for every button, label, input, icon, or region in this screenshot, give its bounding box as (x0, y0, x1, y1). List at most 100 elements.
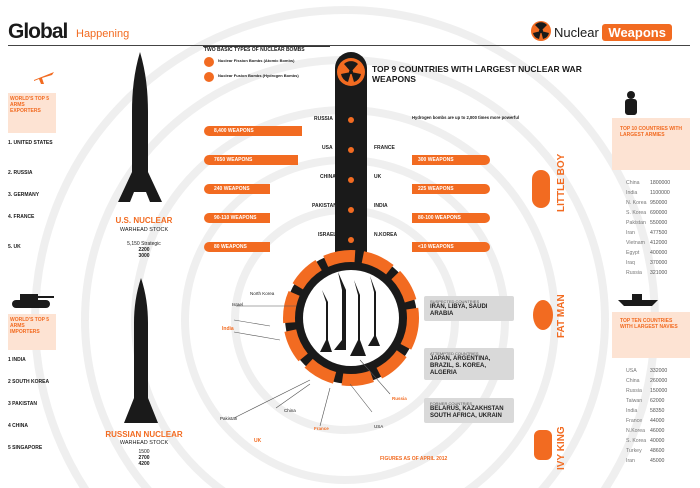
former-title: FORMER COUNTRIES (430, 401, 472, 406)
pill-right-1: 300 WEAPONS (412, 155, 490, 165)
bomb-little-boy: LITTLE BOY (556, 153, 567, 212)
navy-row: USA 332000 (626, 368, 668, 374)
us-line-2: 2200 (138, 247, 150, 253)
bomb-types-underline (203, 46, 330, 47)
us-stock-block: U.S. NUCLEAR WARHEAD STOCK 5,150 Strateg… (100, 216, 188, 259)
brand-sub: Happening (76, 28, 130, 40)
map-label-israel: Israel (232, 302, 244, 307)
suspected-title: SUSPECTED COUNTRIES (430, 299, 480, 304)
army-row: Pakistan 550000 (626, 220, 668, 226)
map-label-uk: UK (254, 438, 262, 444)
navy-row: N.Korea 46000 (626, 428, 665, 434)
fusion-icon (204, 72, 214, 82)
map-label-india: India (222, 326, 234, 332)
map-label-north-korea: North Korea (250, 291, 275, 296)
pill-right-4: <10 WEAPONS (412, 242, 490, 252)
army-row: Iran 477500 (626, 230, 668, 236)
pill-right-3: 80-100 WEAPONS (412, 213, 490, 223)
pill-right-2: 225 WEAPONS (412, 184, 490, 194)
russian-missile-icon (124, 278, 158, 423)
importer-3: 3 PAKISTAN (8, 401, 37, 407)
exporter-2: 2. RUSSIA (8, 170, 33, 176)
navies-list: USA 332000 China 260000 Russia 150000 Taiwa… (626, 368, 690, 468)
importers-panel (8, 314, 56, 350)
exporter-5: 5. UK (8, 244, 21, 250)
pill-left-3: 240 WEAPONS (204, 184, 270, 194)
map-label-pakistan: Pakistan (220, 416, 238, 421)
topic-title: Nuclear Weapons (554, 24, 672, 41)
army-row: S. Korea 690000 (626, 210, 668, 216)
army-row: Iraq 370000 (626, 260, 668, 266)
armies-title: TOP 10 COUNTRIES WITH LARGEST ARMIES (620, 126, 683, 138)
exporters-list: 1. UNITED STATES 2. RUSSIA 3. GERMANY 4.… (8, 140, 72, 250)
attempted-title: ATTEMPTED COUNTRIES (430, 351, 479, 356)
russia-stock-block: RUSSIAN NUCLEAR WARHEAD STOCK 1500 2700 … (96, 430, 192, 467)
importer-1: 1 INDIA (8, 357, 26, 363)
footer-note: FIGURES AS OF APRIL 2012 (380, 456, 448, 462)
exporters-title: WORLD'S TOP 5 ARMS EXPORTERS (10, 96, 50, 114)
russia-line-1: 1500 (138, 449, 150, 455)
navy-row: Turkey 48600 (626, 448, 665, 454)
bomb-types-title: TWO BASIC TYPES OF NUCLEAR BOMBS (204, 47, 305, 53)
former-value: BELARUS, KAZAKHSTAN SOUTH AFRICA, UKRAIN (430, 406, 504, 419)
country-uk: UK (374, 174, 382, 180)
connector-lines (233, 305, 391, 427)
navy-row: India 58350 (626, 408, 665, 414)
brand-main: Global (8, 20, 68, 43)
top9-title: TOP 9 COUNTRIES WITH LARGEST NUCLEAR WAR… (372, 64, 582, 84)
army-row: India 1100000 (626, 190, 670, 196)
ivy-king-icon (534, 430, 552, 460)
type-1-label: Nuclear Fission Bombs (Atomic Bombs) (218, 58, 295, 63)
attempted-value: JAPAN, ARGENTINA, BRAZIL, S. KOREA, ALGE… (430, 356, 491, 376)
topic-plain: Nuclear (554, 25, 599, 40)
country-france: FRANCE (374, 145, 395, 151)
us-line-1: 5,150 Strategic (127, 241, 161, 247)
importers-title: WORLD'S TOP 5 ARMS IMPORTERS (10, 317, 50, 335)
navies-panel (612, 312, 690, 358)
russia-title: RUSSIAN NUCLEAR (105, 430, 183, 439)
armies-list: China 1800000 India 1100000 N. Korea 950000… (626, 180, 690, 280)
ship-icon (618, 294, 658, 306)
soldier-icon (625, 91, 637, 115)
country-china: CHINA (320, 174, 336, 180)
pill-left-2: 7650 WEAPONS (204, 155, 298, 165)
jet-icon (34, 72, 54, 84)
navy-row: China 260000 (626, 378, 668, 384)
bomb-ivy-king: IVY KING (556, 426, 567, 470)
map-label-usa: USA (374, 424, 384, 429)
topic-bold: Weapons (602, 24, 672, 41)
army-row: Egypt 400000 (626, 250, 668, 256)
type-2-label: Nuclear Fusion Bombs (Hydrogen Bombs) (218, 73, 299, 78)
exporter-4: 4. FRANCE (8, 214, 35, 220)
navy-row: Iran 45000 (626, 458, 665, 464)
importer-5: 5 SINGAPORE (8, 445, 43, 451)
us-line-3: 3000 (138, 253, 150, 259)
exporter-1: 1. UNITED STATES (8, 140, 53, 146)
us-missile-icon (118, 52, 162, 202)
country-usa: USA (322, 145, 333, 151)
tank-icon (12, 294, 54, 308)
us-title: U.S. NUCLEAR (115, 216, 173, 225)
country-russia: RUSSIA (314, 116, 333, 122)
fission-icon (204, 57, 214, 67)
army-row: Vietnam 412000 (626, 240, 668, 246)
us-subtitle: WARHEAD STOCK (119, 227, 169, 233)
suspected-countries-box: SUSPECTED COUNTRIES IRAN, LIBYA, SAUDI A… (424, 296, 514, 321)
importer-2: 2 SOUTH KOREA (8, 379, 50, 385)
little-boy-icon (532, 170, 550, 208)
country-india: INDIA (374, 203, 388, 209)
former-countries-box: FORMER COUNTRIES BELARUS, KAZAKHSTAN SOU… (424, 398, 514, 423)
exporter-3: 3. GERMANY (8, 192, 40, 198)
country-israel: ISRAEL (318, 232, 337, 238)
navy-row: Russia 150000 (626, 388, 668, 394)
army-row: N. Korea 950000 (626, 200, 668, 206)
power-note: Hydrogen bombs are up to 2,000 times mor… (412, 115, 520, 120)
importer-4: 4 CHINA (8, 423, 29, 429)
bomb-fat-man: FAT MAN (556, 294, 567, 338)
russia-line-3: 4200 (138, 461, 150, 467)
fat-man-icon (533, 300, 553, 330)
navy-row: Taiwan 62000 (626, 398, 665, 404)
navy-row: S. Korea 40000 (626, 438, 665, 444)
country-pakistan: PAKISTAN (312, 203, 337, 209)
radiation-icon (531, 21, 551, 41)
